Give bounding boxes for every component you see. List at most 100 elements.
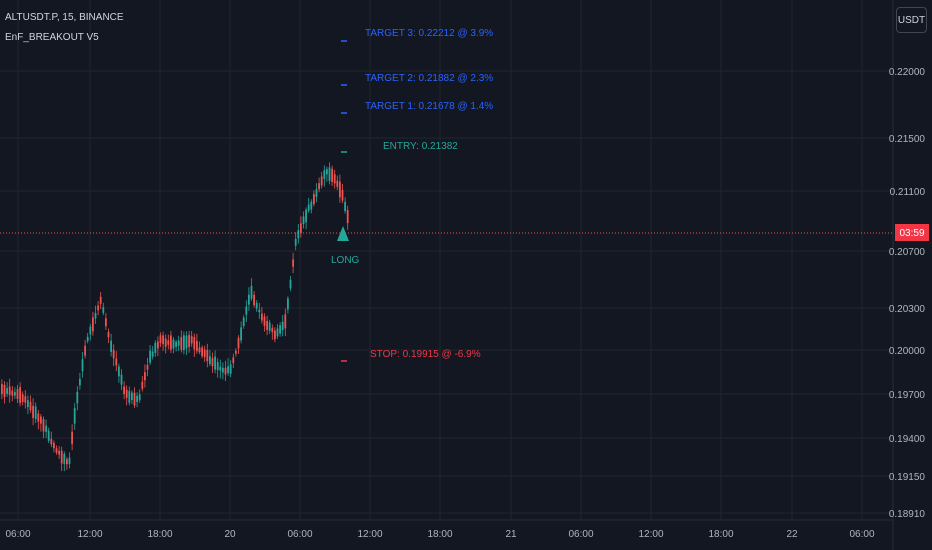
candle-body [66,459,68,465]
candle-body [60,450,63,464]
symbol-title[interactable]: ALTUSDT.P, 15, BINANCE [5,12,124,23]
candle-body [164,338,167,347]
candle-body [175,341,177,347]
candle-body [253,294,255,306]
candle-body [84,345,86,356]
candle-body [232,357,235,364]
candle-body [250,285,253,299]
candle-body [154,342,157,353]
candle-body [136,395,138,403]
candle-body [268,322,271,331]
price-tick-label: 0.19700 [889,390,926,401]
candle-body [149,350,151,363]
candle-body [144,372,146,381]
candle-body [177,340,180,346]
candle-body [271,327,274,333]
indicator-title[interactable]: EnF_BREAKOUT V5 [5,32,99,43]
candle-body [47,430,50,441]
candle-body [16,389,19,399]
candle-body [229,364,232,374]
candle-body [326,169,328,175]
candle-body [21,394,24,402]
candle-body [32,405,34,418]
candle-body [245,306,248,315]
price-tick-label: 0.20000 [889,346,926,357]
candle-body [6,388,8,394]
candle-body [45,425,47,432]
candle-body [276,328,279,337]
candle-body [97,305,99,311]
candle-body [27,400,29,408]
candle-body [123,386,125,394]
candle-body [287,298,289,310]
candle-body [198,347,201,353]
price-tick-label: 0.19400 [889,434,926,445]
time-tick-label: 18:00 [427,529,452,540]
price-tick-label: 0.18910 [889,509,926,520]
candle-body [29,401,32,411]
candle-body [294,238,297,246]
candle-body [115,358,118,366]
candle-body [146,364,149,370]
candle-body [14,392,16,396]
candle-body [183,335,185,351]
candle-body [284,314,287,329]
candle-body [58,450,60,455]
candle-body [102,307,105,313]
candle-body [133,392,136,406]
candle-body [224,367,227,375]
candle-body [248,294,250,305]
time-tick-label: 12:00 [357,529,382,540]
candle-body [190,336,193,344]
candle-body [172,339,175,349]
candle-body [216,362,219,371]
candle-body [79,378,81,386]
price-tick-label: 0.19150 [889,472,926,483]
current-price-badge [895,224,929,241]
candle-body [333,174,336,184]
candle-body [297,230,300,239]
candle-body [240,327,242,341]
current-price-label: 03:59 [899,228,924,239]
candle-body [339,181,341,198]
candle-body [237,337,240,349]
candle-body [76,391,79,404]
candle-body [219,366,222,371]
candle-body [279,325,281,334]
price-tick-label: 0.21500 [889,134,926,145]
candle-body [274,330,276,340]
target1-label: TARGET 1: 0.21678 @ 1.4% [365,101,493,112]
time-tick-label: 12:00 [638,529,663,540]
candle-body [206,350,209,362]
candle-body [68,457,71,464]
time-tick-label: 18:00 [147,529,172,540]
candle-body [180,336,183,350]
candle-body [318,183,320,190]
price-tick-label: 0.20300 [889,304,926,315]
time-axis[interactable]: 06:00 12:00 18:00 20 06:00 12:00 18:00 21 06:00 1… [5,529,874,540]
long-signal-label: LONG [331,255,360,266]
time-tick-label: 06:00 [287,529,312,540]
currency-button[interactable]: USDT [896,7,927,33]
candle-body [170,335,172,350]
candle-body [305,209,307,223]
time-tick-label: 06:00 [568,529,593,540]
price-axis[interactable]: 0.22000 0.21500 0.21100 0.20700 0.20300 0.200… [889,67,926,520]
candle-body [99,296,102,304]
candle-body [261,313,263,321]
candle-body [307,204,310,211]
price-tick-label: 0.22000 [889,67,926,78]
candle-body [53,442,55,449]
candle-body [138,394,141,401]
candle-body [37,413,40,422]
candle-body [258,309,261,313]
candle-body [24,396,27,403]
candle-body [81,359,84,372]
candle-body [162,335,164,345]
candle-body [341,190,344,201]
candle-body [323,170,326,179]
candle-body [112,349,115,359]
candle-body [92,317,94,332]
